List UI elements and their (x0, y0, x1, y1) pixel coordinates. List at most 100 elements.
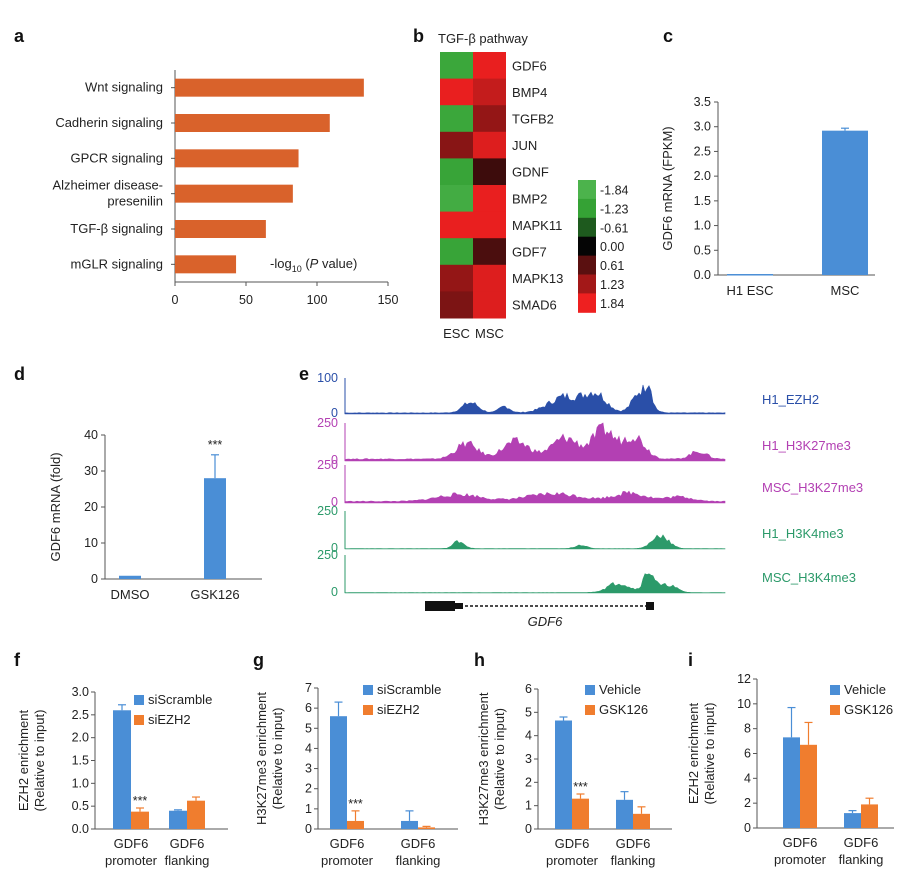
significance-mark: *** (573, 780, 588, 794)
legend-swatch (830, 705, 840, 715)
colorbar-label: 0.61 (600, 259, 624, 273)
y-tick-label: 0.5 (72, 799, 89, 813)
y-axis-label: EZH2 enrichment (16, 710, 31, 812)
y-tick-label: 40 (84, 428, 98, 442)
category-label: presenilin (107, 194, 163, 209)
heatmap-cell (440, 291, 473, 319)
panel-label-a: a (14, 26, 25, 46)
bar (175, 114, 330, 132)
bar (822, 130, 868, 275)
y-axis-label: (Relative to input) (32, 710, 47, 812)
y-tick-label: 4 (525, 729, 532, 743)
y-tick-label: 1.5 (72, 754, 89, 768)
y-axis-label: H3K27me3 enrichment (254, 692, 269, 825)
track-signal-area (344, 573, 726, 594)
bar (175, 78, 364, 97)
legend-swatch (134, 715, 144, 725)
bar-siezh2 (187, 800, 205, 829)
x-axis-label: -log10 (P value) (270, 256, 357, 274)
heatmap-cell (473, 238, 506, 266)
x-tick-label: 150 (378, 293, 399, 307)
heatmap-cell (440, 52, 473, 80)
y-tick-label: 6 (305, 701, 312, 715)
y-tick-label: 10 (84, 536, 98, 550)
track-max-label: 250 (317, 416, 338, 430)
bar-siezh2 (131, 811, 149, 829)
bar (175, 255, 237, 274)
colorbar-label: 1.23 (600, 278, 624, 292)
bar (204, 478, 226, 579)
panel-e-genome-tracks: 1000H1_EZH22500H1_H3K27me32500MSC_H3K27m… (317, 371, 863, 629)
legend-label: siEZH2 (148, 712, 191, 727)
panel-label-c: c (663, 26, 673, 46)
x-tick-label: MSC (831, 283, 860, 298)
panel-label-e: e (299, 364, 309, 384)
x-tick-label: promoter (321, 853, 374, 868)
track-signal-area (344, 490, 726, 504)
track-name-label: H1_H3K4me3 (762, 526, 844, 541)
legend-swatch (363, 685, 373, 695)
bar-vehicle (555, 720, 572, 829)
x-axis-label-suffix: value) (318, 256, 357, 271)
track-max-label: 250 (317, 458, 338, 472)
track-name-label: MSC_H3K27me3 (762, 480, 863, 495)
category-label: TGF-β signaling (70, 221, 163, 236)
bar-gsk126 (633, 813, 650, 829)
track-min-label: 0 (331, 585, 338, 599)
heatmap-cell (473, 291, 506, 319)
y-tick-label: 1.5 (694, 194, 711, 208)
heatmap-cell (473, 52, 506, 80)
bar-siscramble (169, 810, 187, 829)
category-label: GPCR signaling (71, 150, 164, 165)
y-axis-label: EZH2 enrichment (686, 703, 701, 805)
y-tick-label: 20 (84, 500, 98, 514)
bar (175, 220, 266, 238)
heatmap-cell (440, 158, 473, 186)
legend-swatch (134, 695, 144, 705)
category-label: mGLR signaling (71, 256, 164, 271)
legend-label: GSK126 (599, 702, 648, 717)
significance-mark: *** (208, 438, 223, 452)
y-tick-label: 8 (744, 722, 751, 736)
track-min-label: 0 (331, 495, 338, 509)
y-tick-label: 2 (305, 782, 312, 796)
panel-h-bar-chart: 0 1 2 3 4 5 6 *** GDF6 promoter GDF6 flanking Vehicl… (476, 682, 672, 868)
bar-vehicle (783, 737, 800, 828)
panel-f-bar-chart: 0.0 0.5 1.0 1.5 2.0 2.5 3.0 *** GDF6 promoter GDF6… (16, 685, 228, 868)
x-tick-label: flanking (839, 852, 884, 867)
colorbar-label: 0.00 (600, 240, 624, 254)
heatmap-cell (473, 264, 506, 292)
track-min-label: 0 (331, 541, 338, 555)
bar-siezh2 (418, 827, 435, 829)
track-name-label: MSC_H3K4me3 (762, 570, 856, 585)
y-tick-label: 0.5 (694, 243, 711, 257)
heatmap-cell (440, 105, 473, 133)
track-max-label: 250 (317, 548, 338, 562)
x-axis-label-var: P (310, 256, 319, 271)
track-name-label: H1_H3K27me3 (762, 438, 851, 453)
heatmap-cell (473, 158, 506, 186)
legend-swatch (585, 685, 595, 695)
heatmap-row-label: SMAD6 (512, 298, 557, 313)
category-label: Cadherin signaling (55, 115, 163, 130)
category-label: Wnt signaling (85, 80, 163, 95)
y-tick-label: 0 (525, 822, 532, 836)
x-tick-label: 50 (239, 293, 253, 307)
bar-gsk126 (572, 798, 589, 829)
bar-gsk126 (861, 804, 878, 828)
x-tick-label: GDF6 (844, 835, 879, 850)
y-axis-label: (Relative to input) (702, 703, 717, 805)
y-tick-label: 2 (525, 775, 532, 789)
x-tick-label: H1 ESC (727, 283, 774, 298)
colorbar-swatch (578, 198, 596, 219)
bar-siezh2 (347, 820, 364, 829)
x-tick-label: 100 (307, 293, 328, 307)
x-tick-label: DMSO (111, 587, 150, 602)
y-tick-label: 1 (525, 799, 532, 813)
panel-label-d: d (14, 364, 25, 384)
heatmap-cell (473, 185, 506, 213)
colorbar-swatch (578, 293, 596, 313)
panel-i-bar-chart: 0 2 4 6 8 10 12 GDF6 promoter GDF6 flanking Vehicle… (686, 672, 894, 867)
bar (119, 575, 141, 579)
legend-label: Vehicle (844, 682, 886, 697)
